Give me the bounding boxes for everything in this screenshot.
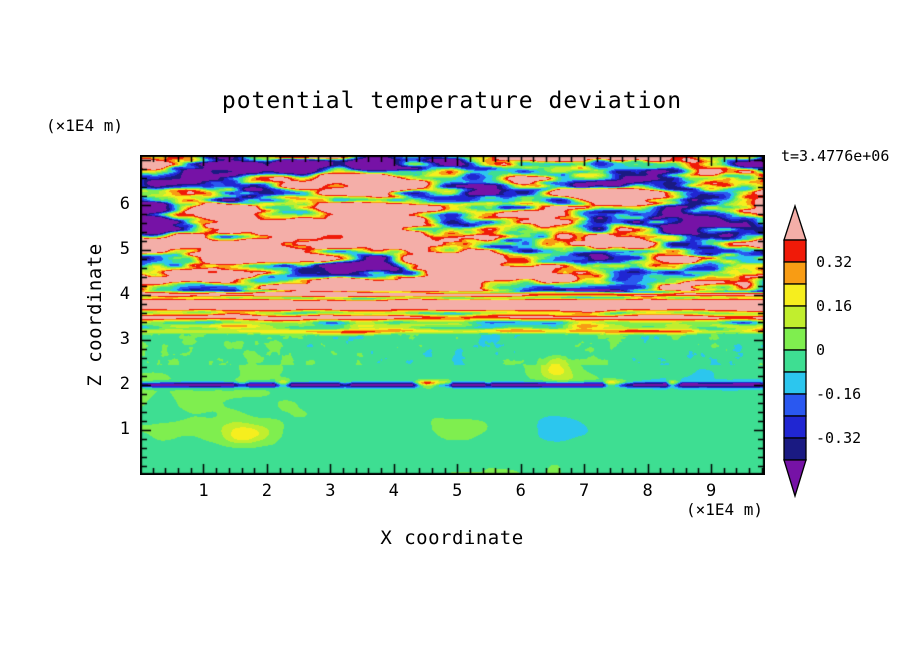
colorbar-segment: [783, 349, 807, 373]
colorbar-label: 0: [816, 341, 825, 359]
z-tick-label: 5: [119, 238, 130, 259]
colorbar-label: 0.32: [816, 253, 852, 271]
colorbar-segment: [783, 371, 807, 395]
colorbar-label: -0.16: [816, 385, 861, 403]
x-tick-label: 3: [325, 481, 336, 501]
time-stamp: t=3.4776e+06: [781, 147, 890, 165]
x-tick-label: 5: [452, 481, 463, 501]
z-axis-label: Z coordinate: [84, 243, 106, 387]
colorbar-segment: [783, 239, 807, 263]
colorbar-bottom-arrow: [783, 459, 807, 499]
colorbar-segment: [783, 327, 807, 351]
z-tick-label: 4: [119, 283, 130, 304]
x-tick-label: 4: [388, 481, 399, 501]
x-axis-unit: (×1E4 m): [686, 500, 764, 519]
colorbar-segment: [783, 393, 807, 417]
colorbar-segment: [783, 437, 807, 461]
chart-title: potential temperature deviation: [221, 88, 683, 114]
colorbar-segment: [783, 283, 807, 307]
x-tick-label: 8: [642, 481, 653, 501]
x-tick-label: 9: [705, 481, 717, 501]
colorbar-segment: [783, 261, 807, 285]
x-axis-label: X coordinate: [380, 527, 524, 549]
z-tick-label: 6: [119, 193, 130, 214]
colorbar: 0.32 0.16 0 -0.16 -0.32: [783, 203, 861, 499]
contour-plot: [140, 155, 765, 475]
colorbar-top-arrow: [783, 203, 807, 241]
colorbar-label: 0.16: [816, 297, 852, 315]
z-tick-label: 1: [119, 418, 130, 439]
z-tick-label: 2: [119, 373, 130, 394]
colorbar-segment: [783, 415, 807, 439]
z-tick-label: 3: [119, 328, 130, 349]
colorbar-label: -0.32: [816, 429, 861, 447]
colorbar-segment: [783, 305, 807, 329]
x-tick-label: 6: [515, 481, 526, 501]
x-tick-label: 2: [261, 481, 273, 501]
x-tick-label: 7: [579, 481, 590, 501]
z-axis-unit: (×1E4 m): [46, 116, 124, 135]
x-tick-label: 1: [198, 481, 209, 501]
